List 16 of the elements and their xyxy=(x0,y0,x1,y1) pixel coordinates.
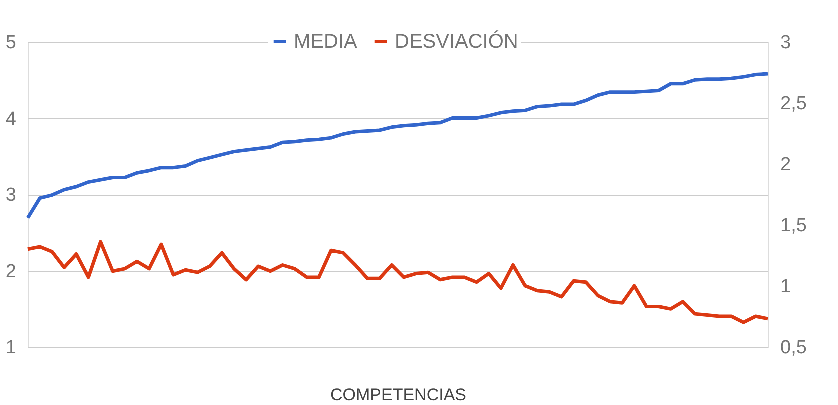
y-tick-label: 3 xyxy=(6,185,16,206)
line-series xyxy=(26,72,770,220)
y-tick-label: 5 xyxy=(6,32,16,54)
y2-tick-label: 1 xyxy=(780,276,792,298)
line-series xyxy=(26,240,770,324)
y2-tick-label: 2,5 xyxy=(780,94,807,114)
y2-tick-label: 1,5 xyxy=(780,216,807,236)
y-tick-label: 1 xyxy=(6,338,16,358)
x-axis-title: COMPETENCIAS xyxy=(330,386,467,404)
legend-label: DESVIACIÓN xyxy=(395,30,518,53)
legend-label: MEDIA xyxy=(294,31,358,53)
y-tick-label: 4 xyxy=(6,108,17,130)
y-tick-label: 2 xyxy=(6,261,16,282)
y2-tick-label: 3 xyxy=(780,32,792,54)
y2-tick-label: 2 xyxy=(780,154,792,176)
y2-tick-label: 0,5 xyxy=(780,338,807,358)
